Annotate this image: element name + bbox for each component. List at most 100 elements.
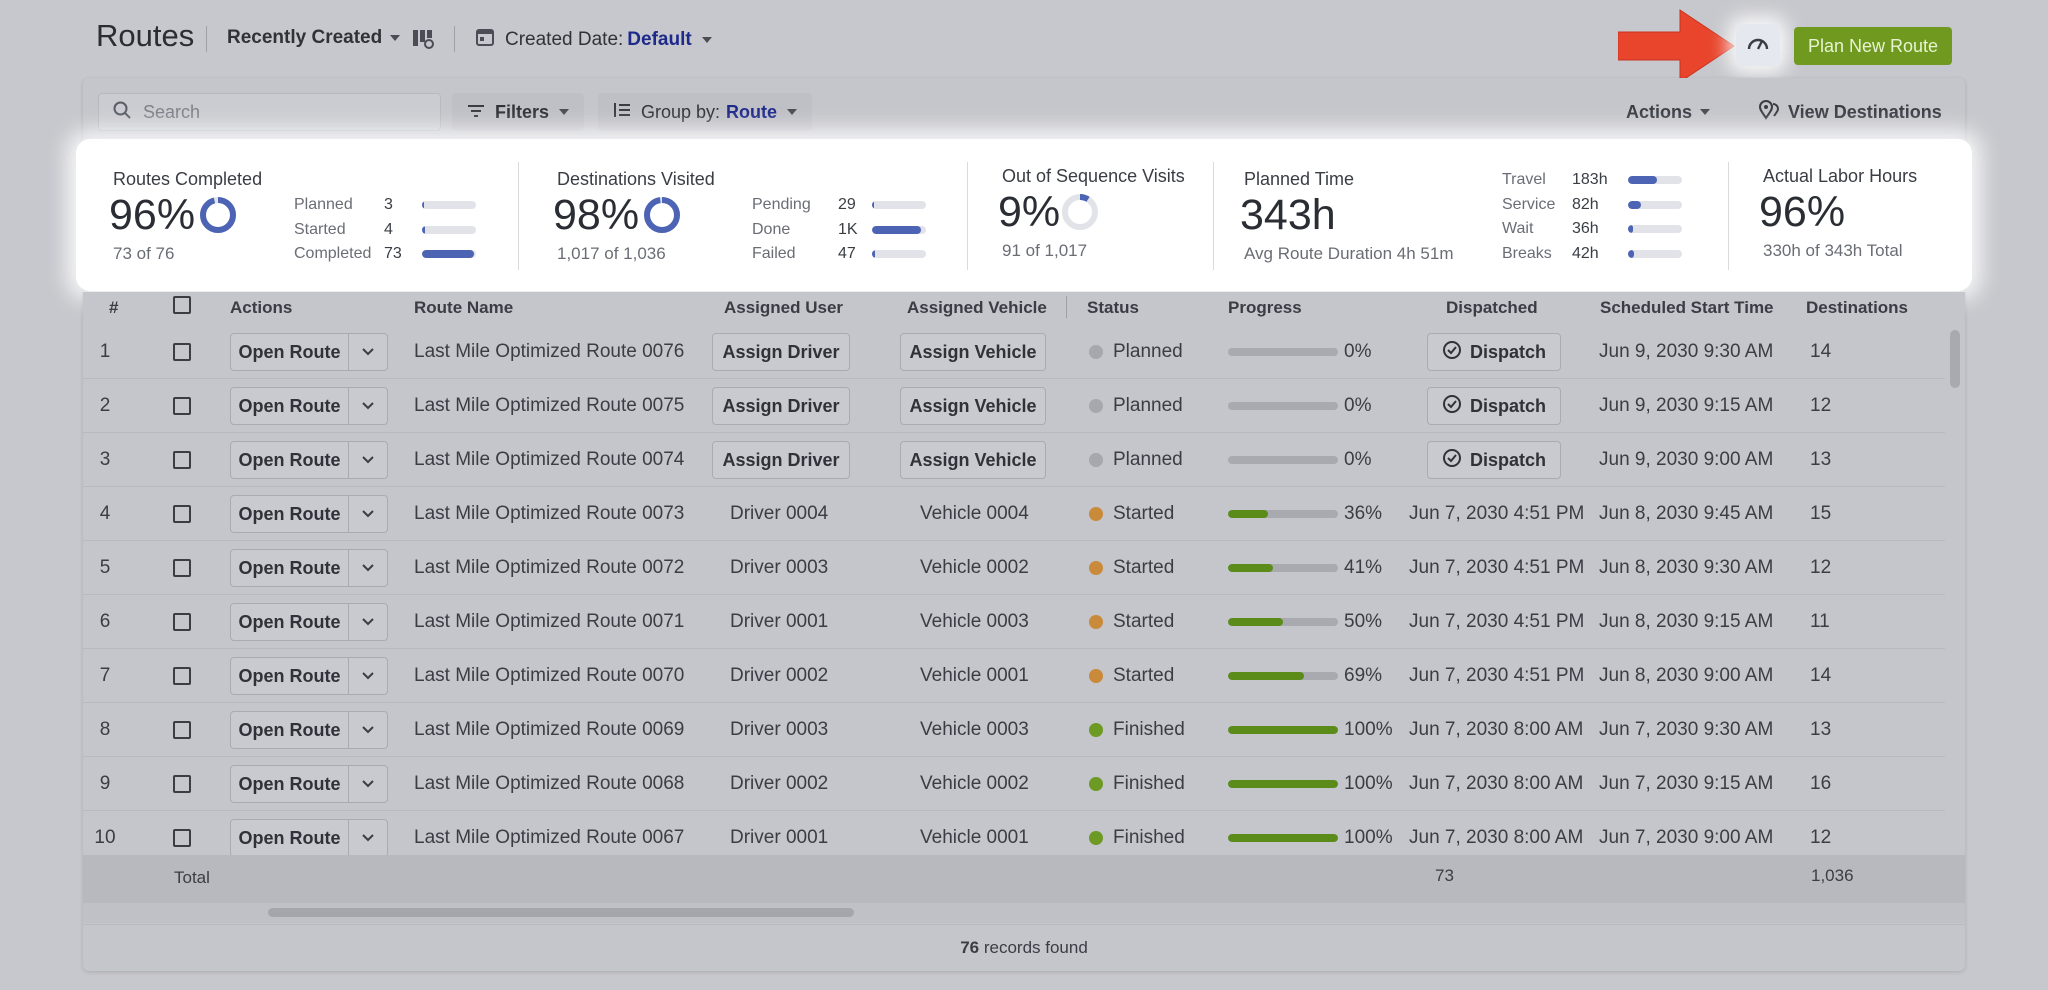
row-checkbox[interactable] bbox=[173, 451, 191, 469]
open-route-split-button[interactable]: Open Route bbox=[230, 387, 388, 425]
table-row[interactable]: 8 Open Route Last Mile Optimized Route 006… bbox=[83, 703, 1945, 757]
filters-button[interactable]: Filters bbox=[452, 93, 585, 131]
col-assigned-vehicle[interactable]: Assigned Vehicle bbox=[907, 298, 1047, 317]
vertical-scrollbar[interactable] bbox=[1950, 330, 1960, 388]
table-row[interactable]: 1 Open Route Last Mile Optimized Route 007… bbox=[83, 325, 1945, 379]
col-actions[interactable]: Actions bbox=[230, 298, 293, 317]
column-resize-handle[interactable] bbox=[1066, 296, 1067, 318]
table-row[interactable]: 5 Open Route Last Mile Optimized Route 007… bbox=[83, 541, 1945, 595]
created-date-dropdown[interactable]: Created Date: Default bbox=[475, 27, 712, 53]
row-checkbox[interactable] bbox=[173, 721, 191, 739]
assign-vehicle-button[interactable]: Assign Vehicle bbox=[900, 387, 1046, 425]
route-name[interactable]: Last Mile Optimized Route 0072 bbox=[414, 557, 685, 578]
route-name[interactable]: Last Mile Optimized Route 0076 bbox=[414, 341, 685, 362]
chevron-down-icon[interactable] bbox=[349, 658, 387, 694]
assign-driver-button[interactable]: Assign Driver bbox=[712, 387, 850, 425]
dispatch-button[interactable]: Dispatch bbox=[1427, 387, 1562, 425]
row-checkbox[interactable] bbox=[173, 397, 191, 415]
row-checkbox[interactable] bbox=[173, 613, 191, 631]
col-dispatched[interactable]: Dispatched bbox=[1446, 298, 1538, 317]
dispatch-button[interactable]: Dispatch bbox=[1427, 333, 1562, 371]
row-checkbox[interactable] bbox=[173, 559, 191, 577]
chevron-down-icon[interactable] bbox=[349, 550, 387, 586]
dispatch-label: Dispatch bbox=[1470, 341, 1547, 362]
col-assigned-user[interactable]: Assigned User bbox=[724, 298, 844, 317]
route-name[interactable]: Last Mile Optimized Route 0071 bbox=[414, 611, 685, 632]
open-route-split-button[interactable]: Open Route bbox=[230, 441, 388, 479]
open-route-button[interactable]: Open Route bbox=[231, 388, 349, 424]
assign-vehicle-button[interactable]: Assign Vehicle bbox=[900, 333, 1046, 371]
open-route-split-button[interactable]: Open Route bbox=[230, 657, 388, 695]
actions-dropdown[interactable]: Actions bbox=[1626, 93, 1711, 131]
route-name[interactable]: Last Mile Optimized Route 0070 bbox=[414, 665, 685, 686]
open-route-button[interactable]: Open Route bbox=[231, 604, 349, 640]
assign-driver-button[interactable]: Assign Driver bbox=[712, 333, 850, 371]
route-name[interactable]: Last Mile Optimized Route 0074 bbox=[414, 449, 685, 470]
open-route-split-button[interactable]: Open Route bbox=[230, 495, 388, 533]
open-route-split-button[interactable]: Open Route bbox=[230, 333, 388, 371]
open-route-button[interactable]: Open Route bbox=[231, 820, 349, 856]
open-route-split-button[interactable]: Open Route bbox=[230, 711, 388, 749]
dispatch-button[interactable]: Dispatch bbox=[1427, 441, 1562, 479]
plan-new-route-button[interactable]: Plan New Route bbox=[1794, 27, 1952, 65]
chevron-down-icon[interactable] bbox=[349, 442, 387, 478]
table-row[interactable]: 3 Open Route Last Mile Optimized Route 007… bbox=[83, 433, 1945, 487]
open-route-button[interactable]: Open Route bbox=[231, 550, 349, 586]
chevron-down-icon bbox=[390, 35, 401, 41]
col-num[interactable]: # bbox=[109, 298, 119, 317]
table-row[interactable]: 9 Open Route Last Mile Optimized Route 006… bbox=[83, 757, 1945, 811]
search-box[interactable] bbox=[98, 93, 441, 131]
open-route-split-button[interactable]: Open Route bbox=[230, 819, 388, 857]
route-name[interactable]: Last Mile Optimized Route 0075 bbox=[414, 395, 685, 416]
open-route-split-button[interactable]: Open Route bbox=[230, 549, 388, 587]
route-name[interactable]: Last Mile Optimized Route 0069 bbox=[414, 719, 685, 740]
open-route-split-button[interactable]: Open Route bbox=[230, 603, 388, 641]
table-row[interactable]: 7 Open Route Last Mile Optimized Route 007… bbox=[83, 649, 1945, 703]
chevron-down-icon[interactable] bbox=[349, 712, 387, 748]
chevron-down-icon[interactable] bbox=[349, 766, 387, 802]
assign-vehicle-button[interactable]: Assign Vehicle bbox=[900, 441, 1046, 479]
dashboard-speedometer-button[interactable] bbox=[1736, 24, 1780, 66]
route-name[interactable]: Last Mile Optimized Route 0068 bbox=[414, 773, 685, 794]
table-row[interactable]: 2 Open Route Last Mile Optimized Route 007… bbox=[83, 379, 1945, 433]
breakdown-value: 1K bbox=[838, 220, 858, 238]
col-status[interactable]: Status bbox=[1087, 298, 1139, 317]
check-circle-icon bbox=[1442, 340, 1462, 365]
row-checkbox[interactable] bbox=[173, 775, 191, 793]
dispatched-time: Jun 7, 2030 4:51 PM bbox=[1409, 503, 1585, 524]
open-route-button[interactable]: Open Route bbox=[231, 334, 349, 370]
col-destinations[interactable]: Destinations bbox=[1806, 298, 1909, 317]
open-route-split-button[interactable]: Open Route bbox=[230, 765, 388, 803]
select-all-checkbox[interactable] bbox=[173, 296, 191, 314]
search-input[interactable] bbox=[143, 101, 423, 123]
open-route-button[interactable]: Open Route bbox=[231, 766, 349, 802]
col-scheduled-start[interactable]: Scheduled Start Time bbox=[1600, 298, 1774, 317]
assign-driver-button[interactable]: Assign Driver bbox=[712, 441, 850, 479]
col-progress[interactable]: Progress bbox=[1228, 298, 1302, 317]
open-route-button[interactable]: Open Route bbox=[231, 712, 349, 748]
column-settings-icon[interactable] bbox=[412, 28, 434, 55]
route-name[interactable]: Last Mile Optimized Route 0067 bbox=[414, 827, 685, 848]
col-route-name[interactable]: Route Name bbox=[414, 298, 514, 317]
chevron-down-icon[interactable] bbox=[349, 496, 387, 532]
route-name[interactable]: Last Mile Optimized Route 0073 bbox=[414, 503, 685, 524]
destinations-visited-percent: 98% bbox=[553, 191, 640, 239]
open-route-button[interactable]: Open Route bbox=[231, 496, 349, 532]
table-row[interactable]: 10 Open Route Last Mile Optimized Route 00… bbox=[83, 811, 1945, 865]
chevron-down-icon[interactable] bbox=[349, 604, 387, 640]
open-route-button[interactable]: Open Route bbox=[231, 442, 349, 478]
chevron-down-icon[interactable] bbox=[349, 388, 387, 424]
open-route-button[interactable]: Open Route bbox=[231, 658, 349, 694]
row-checkbox[interactable] bbox=[173, 505, 191, 523]
view-destinations-button[interactable]: View Destinations bbox=[1758, 93, 1942, 131]
row-checkbox[interactable] bbox=[173, 343, 191, 361]
group-by-dropdown[interactable]: Group by: Route bbox=[598, 93, 813, 131]
chevron-down-icon[interactable] bbox=[349, 820, 387, 856]
horizontal-scrollbar-thumb[interactable] bbox=[268, 908, 854, 917]
sort-dropdown[interactable]: Recently Created bbox=[227, 27, 401, 49]
chevron-down-icon[interactable] bbox=[349, 334, 387, 370]
row-checkbox[interactable] bbox=[173, 829, 191, 847]
table-row[interactable]: 6 Open Route Last Mile Optimized Route 007… bbox=[83, 595, 1945, 649]
row-checkbox[interactable] bbox=[173, 667, 191, 685]
table-row[interactable]: 4 Open Route Last Mile Optimized Route 007… bbox=[83, 487, 1945, 541]
